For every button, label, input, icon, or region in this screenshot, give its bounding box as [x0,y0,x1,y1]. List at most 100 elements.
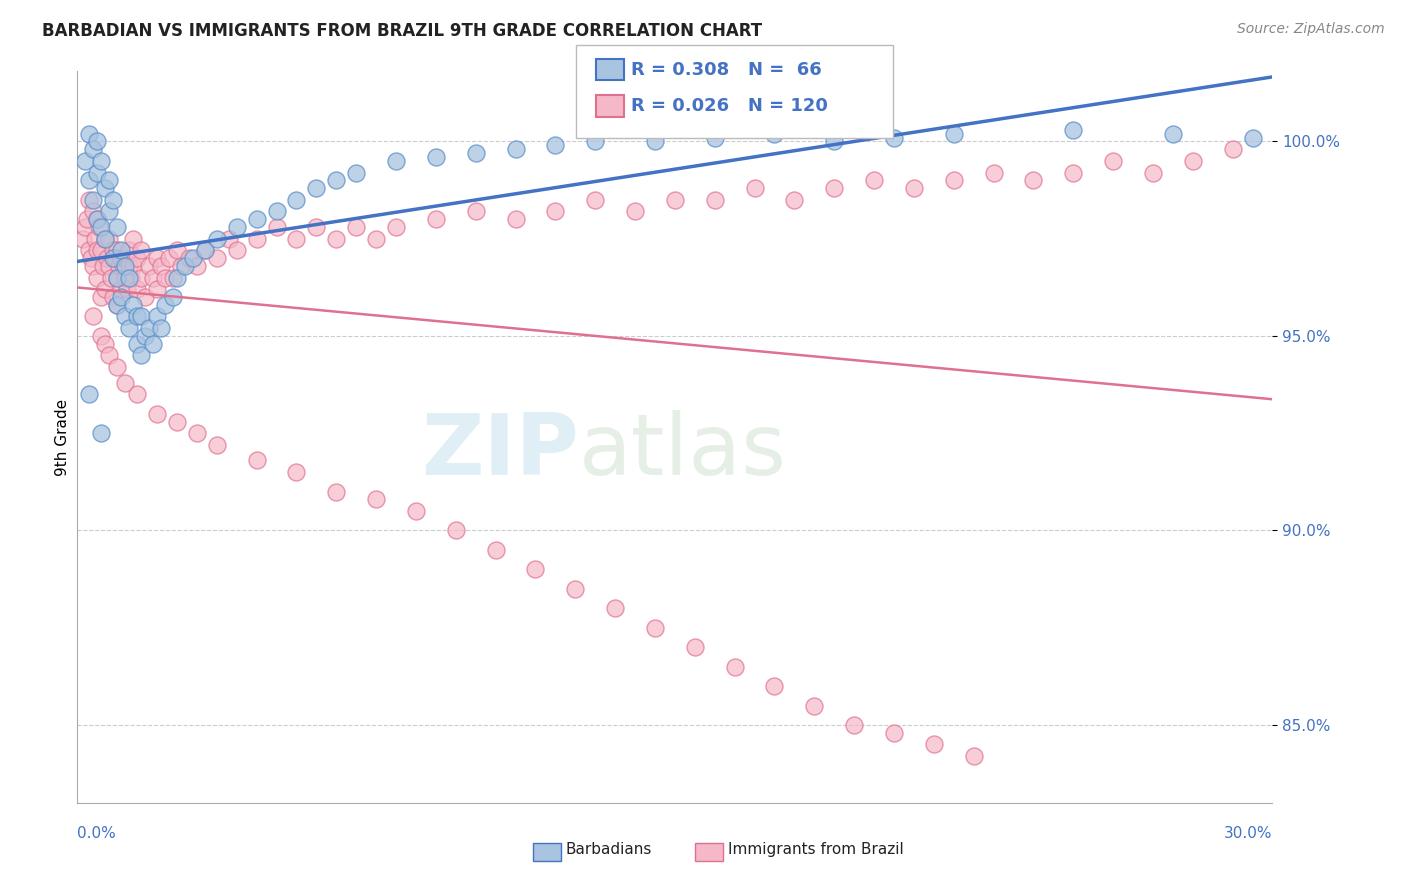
Point [127,251,149,265]
Point [266,204,288,219]
Point [127,282,149,296]
Point [103,290,124,304]
Point [94,232,117,246]
Point [150,321,173,335]
Point [803,698,825,713]
Point [114,259,136,273]
Point [505,212,527,227]
Point [142,270,165,285]
Point [703,130,725,145]
Point [205,251,228,265]
Point [166,244,188,258]
Point [115,282,138,296]
Point [98,173,121,187]
Point [90,219,112,234]
Point [485,542,508,557]
Point [218,232,240,246]
Point [146,310,169,324]
Point [425,150,447,164]
Point [153,270,176,285]
Point [86,270,108,285]
Point [122,232,145,246]
Point [82,204,104,219]
Point [76,212,98,227]
Point [464,204,486,219]
Point [105,298,128,312]
Point [79,127,101,141]
Point [94,232,117,246]
Point [444,524,467,538]
Point [110,290,132,304]
Point [114,270,136,285]
Point [683,640,706,655]
Point [129,244,152,258]
Point [120,270,142,285]
Point [903,181,925,195]
Point [96,251,118,265]
Point [544,138,567,153]
Text: 0.0%: 0.0% [77,826,117,841]
Point [285,232,308,246]
Point [90,244,112,258]
Text: Immigrants from Brazil: Immigrants from Brazil [728,842,904,856]
Point [122,298,145,312]
Point [844,718,866,732]
Point [90,426,112,441]
Point [86,212,108,227]
Point [1161,127,1184,141]
Point [146,251,169,265]
Point [605,601,627,615]
Point [98,204,121,219]
Point [75,153,97,168]
Point [464,146,486,161]
Point [153,298,176,312]
Point [138,259,160,273]
Text: 30.0%: 30.0% [1225,826,1272,841]
Point [285,193,308,207]
Point [664,193,686,207]
Point [763,679,786,693]
Point [983,165,1005,179]
Point [1062,165,1084,179]
Point [644,135,666,149]
Point [79,244,101,258]
Point [162,270,184,285]
Point [425,212,447,227]
Point [86,135,108,149]
Point [72,232,94,246]
Point [405,504,427,518]
Point [181,251,204,265]
Point [703,193,725,207]
Point [583,135,606,149]
Point [170,259,193,273]
Point [624,204,647,219]
Point [118,270,141,285]
Point [186,426,208,441]
Point [883,130,905,145]
Point [108,259,131,273]
Text: R = 0.308   N =  66: R = 0.308 N = 66 [631,61,823,78]
Point [963,749,986,764]
Point [94,336,117,351]
Point [266,219,288,234]
Point [205,232,228,246]
Point [122,259,145,273]
Point [744,181,766,195]
Point [79,387,101,401]
Text: R = 0.026   N = 120: R = 0.026 N = 120 [631,97,828,115]
Point [89,219,111,234]
Point [1142,165,1164,179]
Point [98,348,121,362]
Point [644,621,666,635]
Point [246,453,269,467]
Point [524,562,547,576]
Point [112,259,135,273]
Text: Barbadians: Barbadians [565,842,651,856]
Point [129,270,152,285]
Point [90,153,112,168]
Point [82,310,104,324]
Point [505,142,527,156]
Point [127,387,149,401]
Point [325,484,347,499]
Point [1222,142,1244,156]
